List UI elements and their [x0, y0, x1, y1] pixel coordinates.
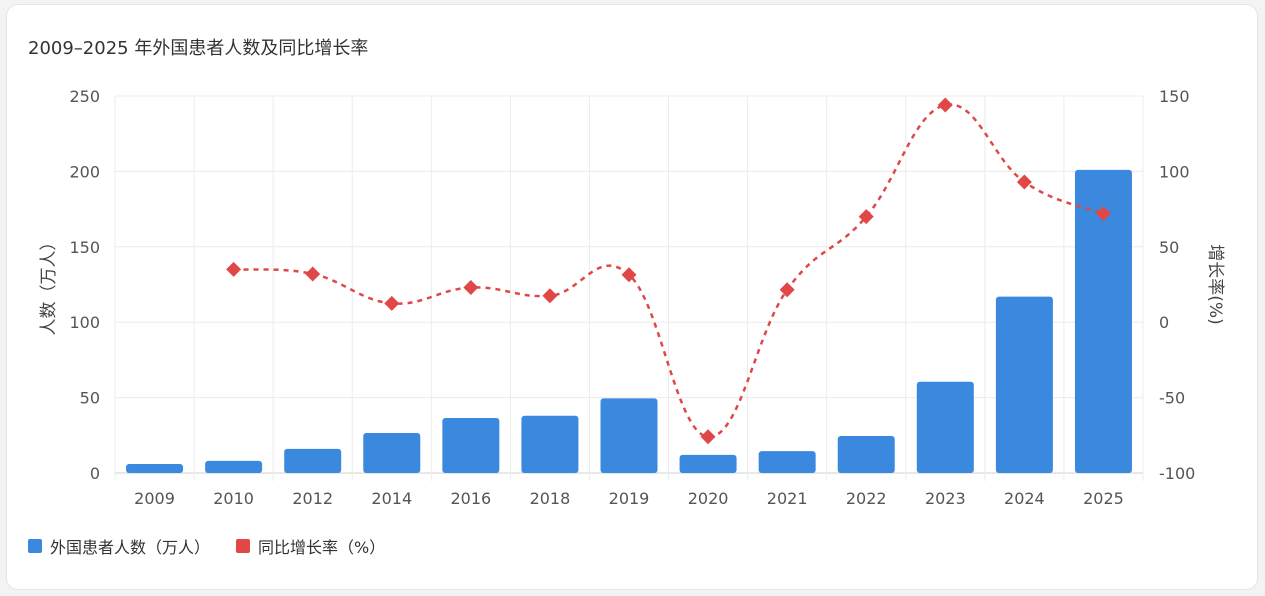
bar[interactable]: [600, 398, 658, 473]
growth-rate-point[interactable]: [779, 282, 795, 298]
growth-rate-point[interactable]: [384, 295, 400, 311]
bar[interactable]: [916, 381, 974, 473]
line-series: [226, 97, 1111, 445]
right-tick-label: -100: [1159, 464, 1195, 483]
legend-swatch-bars: [28, 539, 42, 553]
grid-lines: [114, 95, 1144, 481]
x-tick-label: 2012: [292, 489, 333, 508]
right-axis-title: 增长率(%): [1205, 244, 1225, 324]
growth-rate-point[interactable]: [858, 209, 874, 225]
left-axis-title: 人数（万人）: [39, 234, 59, 336]
right-tick-label: 50: [1159, 238, 1179, 257]
bar[interactable]: [758, 451, 816, 473]
legend-swatch-line: [236, 539, 251, 553]
bar[interactable]: [995, 296, 1053, 473]
bar[interactable]: [284, 448, 342, 473]
bar[interactable]: [837, 436, 895, 473]
growth-rate-point[interactable]: [1095, 206, 1111, 222]
x-tick-label: 2016: [450, 489, 491, 508]
left-tick-label: 150: [69, 238, 100, 257]
legend-label-line: 同比增长率（%）: [258, 538, 386, 557]
x-tick-label: 2024: [1004, 489, 1045, 508]
x-tick-label: 2018: [530, 489, 571, 508]
bar-series: [126, 169, 1132, 473]
right-tick-label: 0: [1159, 313, 1169, 332]
right-tick-label: -50: [1159, 389, 1185, 408]
legend: 外国患者人数（万人） 同比增长率（%）: [28, 534, 385, 558]
bar[interactable]: [205, 460, 263, 473]
bar[interactable]: [126, 463, 184, 473]
legend-item-bars[interactable]: 外国患者人数（万人）: [28, 534, 210, 558]
bar[interactable]: [363, 433, 421, 473]
x-tick-label: 2010: [213, 489, 254, 508]
bar[interactable]: [679, 454, 737, 473]
growth-rate-point[interactable]: [700, 429, 716, 445]
growth-rate-point[interactable]: [542, 288, 558, 304]
x-tick-label: 2009: [134, 489, 175, 508]
x-tick-label: 2025: [1083, 489, 1124, 508]
growth-rate-point[interactable]: [937, 97, 953, 113]
right-tick-label: 100: [1159, 162, 1190, 181]
bar[interactable]: [1074, 169, 1132, 473]
x-tick-label: 2022: [846, 489, 887, 508]
left-tick-label: 50: [80, 389, 100, 408]
chart-title: 2009–2025 年外国患者人数及同比增长率: [28, 38, 369, 59]
left-tick-label: 250: [69, 87, 100, 106]
legend-item-line[interactable]: 同比增长率（%）: [236, 534, 385, 558]
bar[interactable]: [442, 417, 500, 473]
x-tick-label: 2019: [609, 489, 650, 508]
bar[interactable]: [521, 415, 579, 473]
x-tick-label: 2021: [767, 489, 808, 508]
left-tick-label: 100: [69, 313, 100, 332]
growth-rate-point[interactable]: [226, 261, 242, 277]
x-tick-label: 2014: [371, 489, 412, 508]
x-tick-label: 2023: [925, 489, 966, 508]
right-tick-label: 150: [1159, 87, 1190, 106]
x-tick-label: 2020: [688, 489, 729, 508]
axes: 0 -100 50 -50 100 0 150 50 200 100 250 150 2009 2010 2…: [39, 87, 1225, 508]
growth-rate-point[interactable]: [463, 280, 479, 296]
growth-rate-point[interactable]: [305, 266, 321, 282]
growth-rate-point[interactable]: [621, 267, 637, 283]
left-tick-label: 0: [90, 464, 100, 483]
growth-rate-point[interactable]: [1016, 174, 1032, 190]
left-tick-label: 200: [69, 162, 100, 181]
legend-label-bars: 外国患者人数（万人）: [50, 538, 211, 557]
